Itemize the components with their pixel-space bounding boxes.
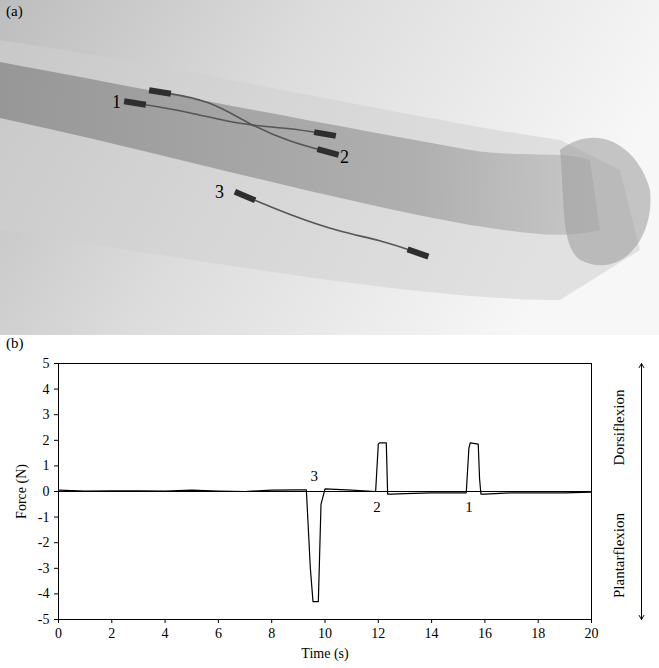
svg-text:14: 14 <box>425 626 439 641</box>
svg-text:4: 4 <box>43 382 50 397</box>
html-text:(b): (b) <box>6 335 24 351</box>
svg-text:-1: -1 <box>38 510 50 525</box>
svg-text:-3: -3 <box>38 561 50 576</box>
svg-text:8: 8 <box>268 626 275 641</box>
svg-text:10: 10 <box>318 626 332 641</box>
svg-text:1: 1 <box>465 499 473 515</box>
svg-text:12: 12 <box>371 626 385 641</box>
svg-text:Dorsiflexion: Dorsiflexion <box>611 389 627 465</box>
svg-text:0: 0 <box>43 484 50 499</box>
svg-text:1: 1 <box>112 92 121 112</box>
svg-text:-5: -5 <box>38 612 50 627</box>
svg-text:Plantarflexion: Plantarflexion <box>611 513 627 598</box>
svg-text:3: 3 <box>43 407 50 422</box>
svg-text:(a): (a) <box>6 3 23 20</box>
svg-text:3: 3 <box>215 182 224 202</box>
svg-text:5: 5 <box>43 356 50 371</box>
svg-text:2: 2 <box>43 433 50 448</box>
svg-text:Time (s): Time (s) <box>301 646 349 662</box>
svg-text:20: 20 <box>585 626 599 641</box>
svg-text:Force (N): Force (N) <box>14 464 30 519</box>
svg-text:6: 6 <box>215 626 222 641</box>
svg-text:0: 0 <box>55 626 62 641</box>
svg-text:2: 2 <box>373 499 381 515</box>
svg-text:3: 3 <box>311 468 319 484</box>
svg-text:2: 2 <box>340 147 349 167</box>
svg-text:16: 16 <box>478 626 492 641</box>
svg-text:1: 1 <box>43 458 50 473</box>
svg-text:-4: -4 <box>38 586 50 601</box>
svg-text:4: 4 <box>162 626 169 641</box>
svg-text:18: 18 <box>531 626 545 641</box>
svg-text:-2: -2 <box>38 535 50 550</box>
svg-text:2: 2 <box>108 626 115 641</box>
